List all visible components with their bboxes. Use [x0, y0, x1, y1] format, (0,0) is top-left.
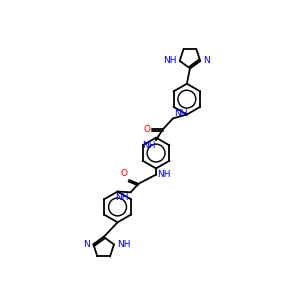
Text: N: N	[84, 240, 90, 249]
Text: NH: NH	[116, 193, 129, 202]
Text: NH: NH	[174, 109, 187, 118]
Text: O: O	[121, 169, 128, 178]
Text: N: N	[203, 56, 210, 65]
Text: NH: NH	[142, 141, 155, 150]
Text: O: O	[144, 125, 151, 134]
Text: NH: NH	[158, 170, 171, 179]
Text: NH: NH	[117, 240, 130, 249]
Text: NH: NH	[163, 56, 177, 65]
